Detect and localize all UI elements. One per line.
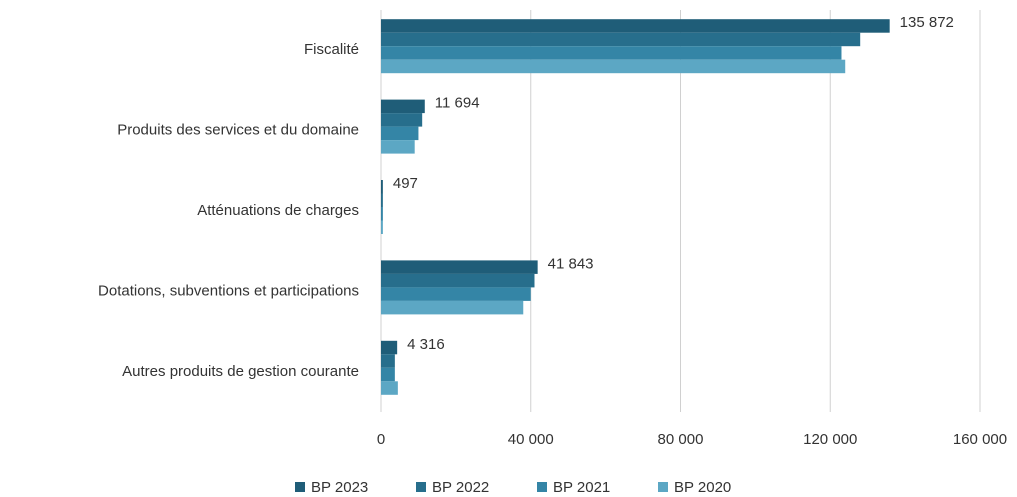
legend-swatch: [658, 482, 668, 492]
legend-label: BP 2021: [553, 479, 610, 496]
x-tick-label: 80 000: [658, 431, 704, 448]
y-tick-label: Atténuations de charges: [197, 202, 359, 219]
data-label: 4 316: [407, 336, 445, 353]
bar: [381, 300, 524, 315]
legend-label: BP 2022: [432, 479, 489, 496]
bar: [381, 140, 415, 154]
bar: [381, 59, 846, 74]
bar: [381, 367, 395, 382]
bar: [381, 340, 398, 355]
bar: [381, 381, 398, 395]
legend-label: BP 2023: [311, 479, 368, 496]
bar: [381, 113, 423, 127]
legend-swatch: [416, 482, 426, 492]
x-tick-label: 160 000: [953, 431, 1007, 448]
data-label: 497: [393, 175, 418, 192]
data-label: 11 694: [435, 95, 480, 112]
bar: [381, 99, 425, 114]
bar: [381, 193, 383, 207]
data-label: 41 843: [548, 255, 594, 272]
bar: [381, 46, 842, 60]
bar: [381, 207, 383, 221]
x-tick-label: 120 000: [803, 431, 857, 448]
data-label: 135 872: [900, 14, 954, 31]
y-tick-label: Dotations, subventions et participations: [98, 282, 359, 299]
bar: [381, 126, 419, 141]
legend-swatch: [295, 482, 305, 492]
legend-swatch: [537, 482, 547, 492]
bar: [381, 260, 538, 274]
bar: [381, 19, 890, 33]
bar: [381, 32, 861, 47]
bar: [381, 180, 383, 194]
bar: [381, 287, 531, 301]
y-tick-label: Produits des services et du domaine: [117, 122, 359, 139]
x-tick-label: 40 000: [508, 431, 554, 448]
legend-label: BP 2020: [674, 479, 731, 496]
bar: [381, 354, 395, 368]
y-tick-label: Autres produits de gestion courante: [122, 363, 359, 380]
x-tick-label: 0: [377, 431, 385, 448]
y-tick-label: Fiscalité: [304, 41, 359, 58]
bar: [381, 273, 535, 288]
bar: [381, 220, 383, 234]
